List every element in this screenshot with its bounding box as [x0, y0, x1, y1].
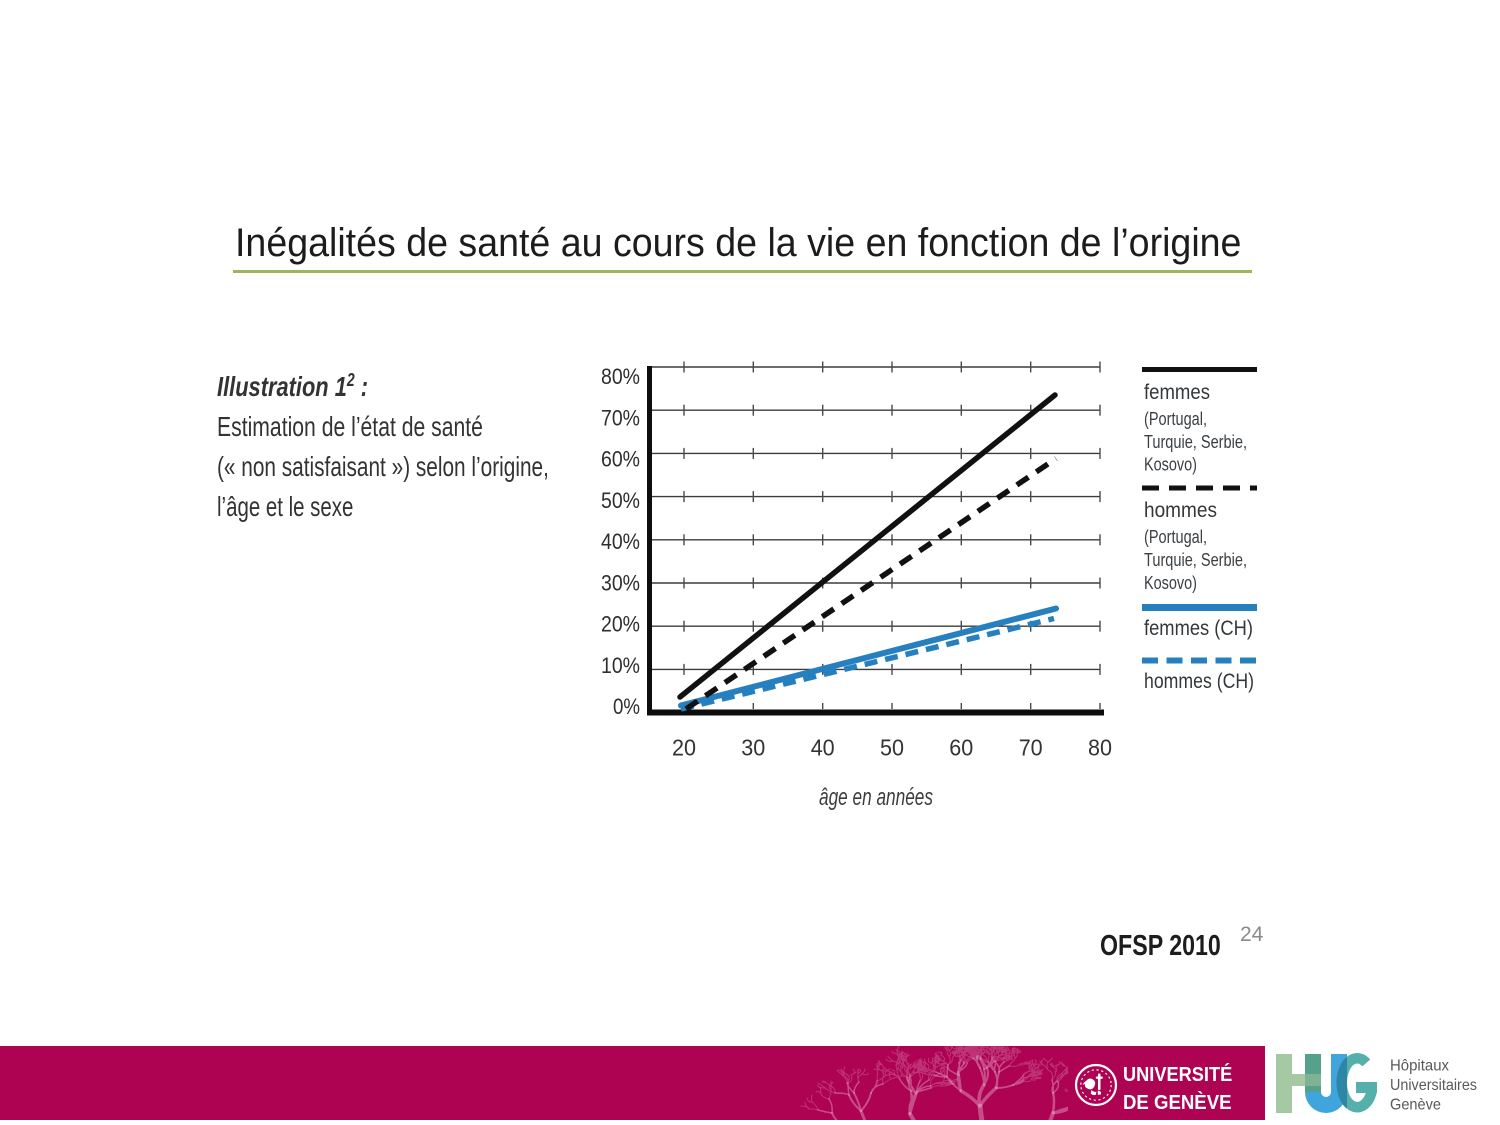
svg-text:60: 60 [949, 735, 973, 761]
svg-text:âge en années: âge en années [819, 784, 933, 811]
svg-text:80%: 80% [601, 364, 640, 389]
svg-text:30: 30 [741, 735, 765, 761]
svg-text:50: 50 [880, 735, 904, 761]
svg-text:60%: 60% [601, 447, 640, 472]
svg-text:femmes (CH): femmes (CH) [1144, 617, 1253, 640]
svg-text:0%: 0% [613, 694, 640, 719]
svg-text:80: 80 [1088, 735, 1112, 761]
svg-text:20: 20 [672, 735, 696, 761]
svg-text:Turquie, Serbie,: Turquie, Serbie, [1144, 550, 1247, 570]
svg-text:20%: 20% [601, 612, 640, 637]
svg-text:Universitaires: Universitaires [1390, 1077, 1477, 1094]
svg-text:Hôpitaux: Hôpitaux [1390, 1058, 1449, 1075]
svg-text:hommes: hommes [1144, 499, 1217, 522]
svg-text:Kosovo): Kosovo) [1144, 455, 1197, 475]
svg-text:70: 70 [1019, 735, 1043, 761]
svg-text:70%: 70% [601, 405, 640, 430]
svg-text:(Portugal,: (Portugal, [1144, 527, 1207, 547]
svg-text:femmes: femmes [1144, 381, 1210, 404]
svg-text:10%: 10% [601, 653, 640, 678]
svg-text:40: 40 [811, 735, 835, 761]
svg-text:hommes (CH): hommes (CH) [1144, 670, 1254, 693]
svg-text:(Portugal,: (Portugal, [1144, 409, 1207, 429]
svg-text:Kosovo): Kosovo) [1144, 573, 1197, 593]
svg-text:50%: 50% [601, 488, 640, 513]
svg-text:Genève: Genève [1390, 1097, 1441, 1114]
svg-text:30%: 30% [601, 570, 640, 595]
svg-text:Turquie, Serbie,: Turquie, Serbie, [1144, 432, 1247, 452]
svg-text:40%: 40% [601, 529, 640, 554]
